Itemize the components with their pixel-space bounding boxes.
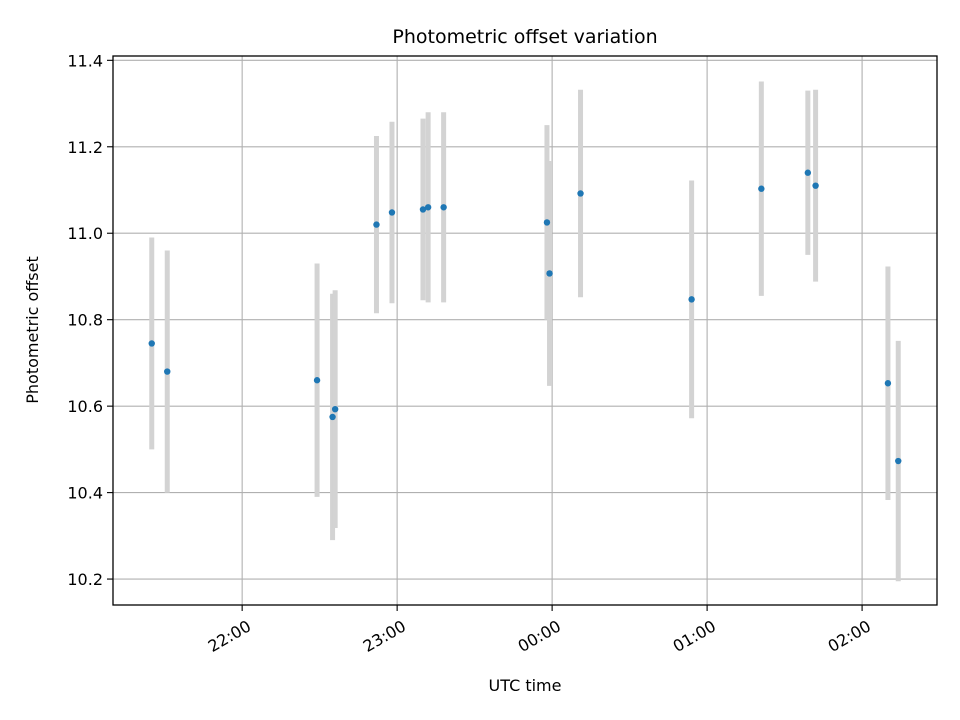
- data-point: [388, 209, 396, 216]
- data-point: [804, 169, 812, 176]
- x-axis-label: UTC time: [489, 676, 562, 695]
- x-tick-label: 00:00: [515, 616, 564, 656]
- data-point: [440, 204, 447, 211]
- error-bars: [149, 81, 901, 582]
- y-tick-label: 11.4: [67, 51, 103, 70]
- data-point: [313, 377, 321, 384]
- y-tick-label: 10.4: [67, 484, 103, 503]
- data-point: [758, 185, 765, 192]
- chart-title: Photometric offset variation: [392, 26, 657, 48]
- y-axis-label: Photometric offset: [23, 256, 42, 404]
- y-tick-label: 11.0: [67, 224, 103, 243]
- data-point: [329, 413, 336, 421]
- x-tick-label: 02:00: [825, 616, 874, 656]
- y-tick-label: 10.8: [67, 311, 103, 330]
- data-point: [895, 457, 902, 465]
- y-tick-label: 10.6: [67, 397, 103, 416]
- data-point: [688, 296, 695, 303]
- x-axis-ticks: 22:00 23:00 00:00 01:00 02:00: [205, 605, 874, 656]
- x-tick-label: 22:00: [205, 616, 254, 656]
- data-point: [331, 405, 339, 413]
- data-point: [424, 204, 432, 211]
- data-point: [419, 206, 427, 213]
- data-points: [148, 169, 902, 465]
- plot-frame: [112, 55, 938, 606]
- x-tick-label: 23:00: [360, 616, 409, 656]
- data-point: [884, 380, 892, 387]
- data-point: [577, 190, 584, 197]
- data-point: [543, 219, 551, 226]
- data-point: [164, 368, 171, 375]
- y-tick-label: 10.2: [67, 570, 103, 589]
- data-point: [546, 270, 553, 277]
- data-point: [148, 340, 155, 347]
- y-axis-ticks: 10.2 10.4 10.6 10.8 11.0 11.2 11.4: [67, 51, 113, 589]
- data-point: [812, 182, 819, 189]
- grid-lines: [113, 56, 937, 605]
- data-point: [373, 221, 380, 228]
- x-tick-label: 01:00: [670, 616, 719, 656]
- y-tick-label: 11.2: [67, 138, 103, 157]
